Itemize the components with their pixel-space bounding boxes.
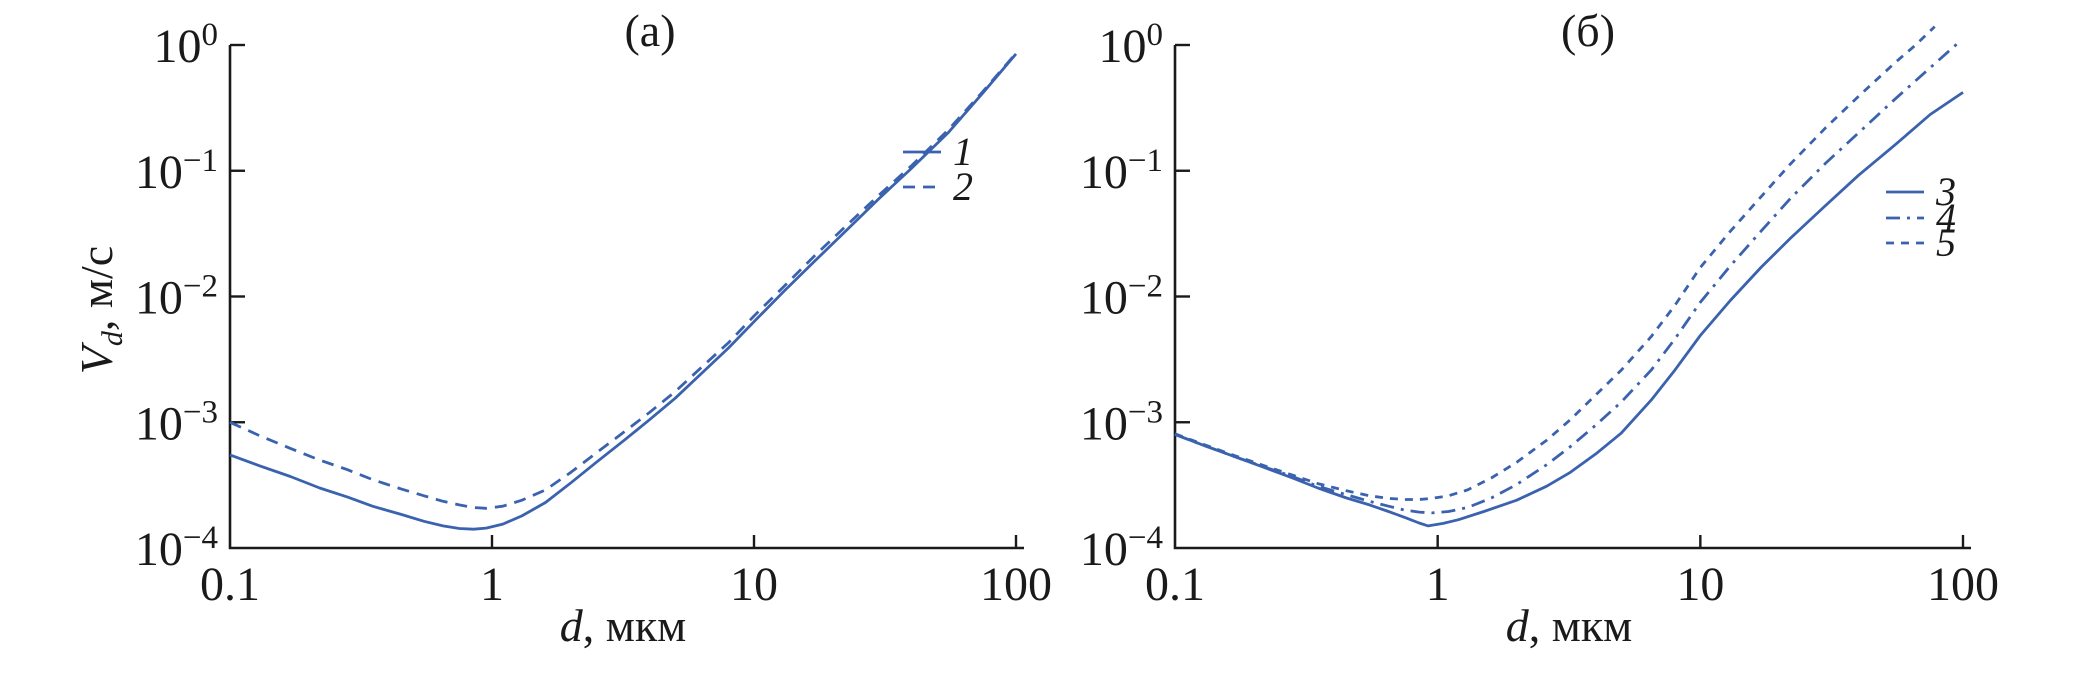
x-axis-label: d, мкм: [1506, 600, 1633, 651]
y-tick-base: 10: [1099, 20, 1147, 73]
legend-label-4: 4: [1936, 195, 1956, 240]
y-tick-label: 100: [154, 17, 219, 73]
y-axis-label-var: V: [71, 341, 122, 374]
y-tick-base: 10: [1080, 272, 1128, 325]
x-tick-label: 100: [1927, 558, 1999, 611]
x-axis-label-units: , мкм: [583, 600, 687, 651]
y-tick-exponent: −1: [1128, 143, 1163, 179]
x-tick-label: 10: [730, 558, 778, 611]
y-tick-label: 10−3: [135, 394, 218, 450]
curve-2: [229, 52, 1018, 510]
panel-title: (а): [624, 5, 675, 56]
y-tick-exponent: 0: [1147, 17, 1164, 53]
y-tick-exponent: −2: [183, 269, 218, 305]
x-tick-label: 1: [480, 558, 504, 611]
y-tick-label: 10−1: [1080, 143, 1163, 199]
y-tick-label: 10−3: [1080, 394, 1163, 450]
axes-b: [1173, 45, 1971, 550]
legend-label-1: 1: [953, 129, 973, 174]
y-tick-exponent: 0: [202, 17, 219, 53]
curve-1: [229, 52, 1018, 531]
y-axis-label-sub: d: [96, 330, 129, 346]
x-tick-label: 1: [1426, 558, 1450, 611]
x-tick-label: 0.1: [1145, 558, 1205, 611]
y-tick-label: 10−1: [135, 143, 218, 199]
legend-label-5: 5: [1936, 220, 1956, 265]
y-tick-exponent: −3: [183, 394, 218, 430]
x-axis-label: d, мкм: [560, 600, 687, 651]
x-tick-label: 100: [980, 558, 1052, 611]
y-tick-base: 10: [135, 146, 183, 199]
y-tick-label: 10−2: [1080, 269, 1163, 325]
x-tick-label: 0.1: [200, 558, 260, 611]
y-tick-label: 100: [1099, 17, 1164, 73]
y-tick-base: 10: [135, 272, 183, 325]
y-tick-exponent: −4: [183, 520, 218, 556]
x-axis-label-units: , мкм: [1529, 600, 1633, 651]
y-tick-label: 10−4: [135, 520, 218, 576]
y-tick-base: 10: [1080, 397, 1128, 450]
y-tick-label: 10−2: [135, 269, 218, 325]
y-axis-label: Vd, м/с: [71, 246, 129, 374]
legend-label-3: 3: [1935, 169, 1956, 214]
y-tick-base: 10: [135, 523, 183, 576]
panel-title: (б): [1561, 5, 1615, 56]
x-axis-label-var: d: [1506, 600, 1530, 651]
curve-3: [1174, 91, 1964, 528]
curve-4: [1174, 42, 1959, 515]
y-tick-exponent: −3: [1128, 394, 1163, 430]
x-axis-label-var: d: [560, 600, 584, 651]
y-tick-base: 10: [154, 20, 202, 73]
y-tick-exponent: −1: [183, 143, 218, 179]
curve-5: [1174, 25, 1936, 501]
y-axis-label-units: , м/с: [71, 246, 122, 331]
y-tick-base: 10: [135, 397, 183, 450]
axes-a: [228, 45, 1024, 550]
y-tick-base: 10: [1080, 523, 1128, 576]
y-tick-exponent: −4: [1128, 520, 1163, 556]
x-tick-label: 10: [1676, 558, 1724, 611]
legend-label-2: 2: [953, 164, 973, 209]
y-tick-label: 10−4: [1080, 520, 1163, 576]
y-tick-base: 10: [1080, 146, 1128, 199]
y-tick-exponent: −2: [1128, 269, 1163, 305]
